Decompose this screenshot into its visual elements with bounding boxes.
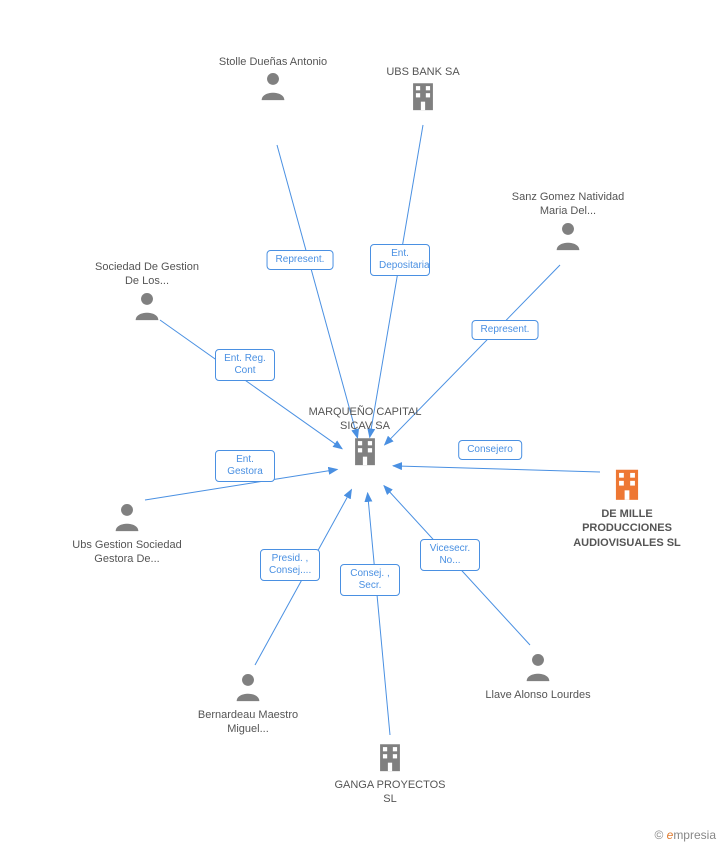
entity-node[interactable]: Ubs Gestion Sociedad Gestora De... bbox=[67, 500, 187, 567]
node-label: Sociedad De Gestion De Los... bbox=[87, 260, 207, 289]
edge-label: Ent. Gestora bbox=[215, 450, 275, 482]
center-label: MARQUEÑO CAPITAL SICAV SA bbox=[305, 405, 425, 434]
entity-node[interactable]: GANGA PROYECTOS SL bbox=[330, 740, 450, 807]
node-label: UBS BANK SA bbox=[363, 65, 483, 79]
entity-node[interactable]: Llave Alonso Lourdes bbox=[478, 650, 598, 702]
edge-label: Ent. Depositaria bbox=[370, 244, 430, 276]
footer-credit: © empresia bbox=[654, 828, 716, 842]
center-node: MARQUEÑO CAPITAL SICAV SA bbox=[305, 405, 425, 472]
edge-label: Presid. , Consej.... bbox=[260, 549, 320, 581]
entity-node[interactable]: UBS BANK SA bbox=[363, 65, 483, 117]
edge-label: Ent. Reg. Cont bbox=[215, 349, 275, 381]
entity-node[interactable]: Sociedad De Gestion De Los... bbox=[87, 260, 207, 327]
node-label: Ubs Gestion Sociedad Gestora De... bbox=[67, 538, 187, 567]
node-label: Llave Alonso Lourdes bbox=[478, 688, 598, 702]
edge-label: Represent. bbox=[472, 320, 539, 340]
node-label: GANGA PROYECTOS SL bbox=[330, 778, 450, 807]
edge-label: Vicesecr. No... bbox=[420, 539, 480, 571]
node-label: Sanz Gomez Natividad Maria Del... bbox=[508, 190, 628, 219]
node-label: Bernardeau Maestro Miguel... bbox=[188, 708, 308, 737]
node-label: Stolle Dueñas Antonio bbox=[213, 55, 333, 69]
edge-label: Represent. bbox=[267, 250, 334, 270]
edge-label: Consejero bbox=[458, 440, 522, 460]
entity-node[interactable]: Stolle Dueñas Antonio bbox=[213, 55, 333, 107]
entity-node[interactable]: DE MILLE PRODUCCIONES AUDIOVISUALES SL bbox=[567, 465, 687, 550]
entity-node[interactable]: Sanz Gomez Natividad Maria Del... bbox=[508, 190, 628, 257]
entity-node[interactable]: Bernardeau Maestro Miguel... bbox=[188, 670, 308, 737]
node-label: DE MILLE PRODUCCIONES AUDIOVISUALES SL bbox=[567, 507, 687, 550]
edge-label: Consej. , Secr. bbox=[340, 564, 400, 596]
